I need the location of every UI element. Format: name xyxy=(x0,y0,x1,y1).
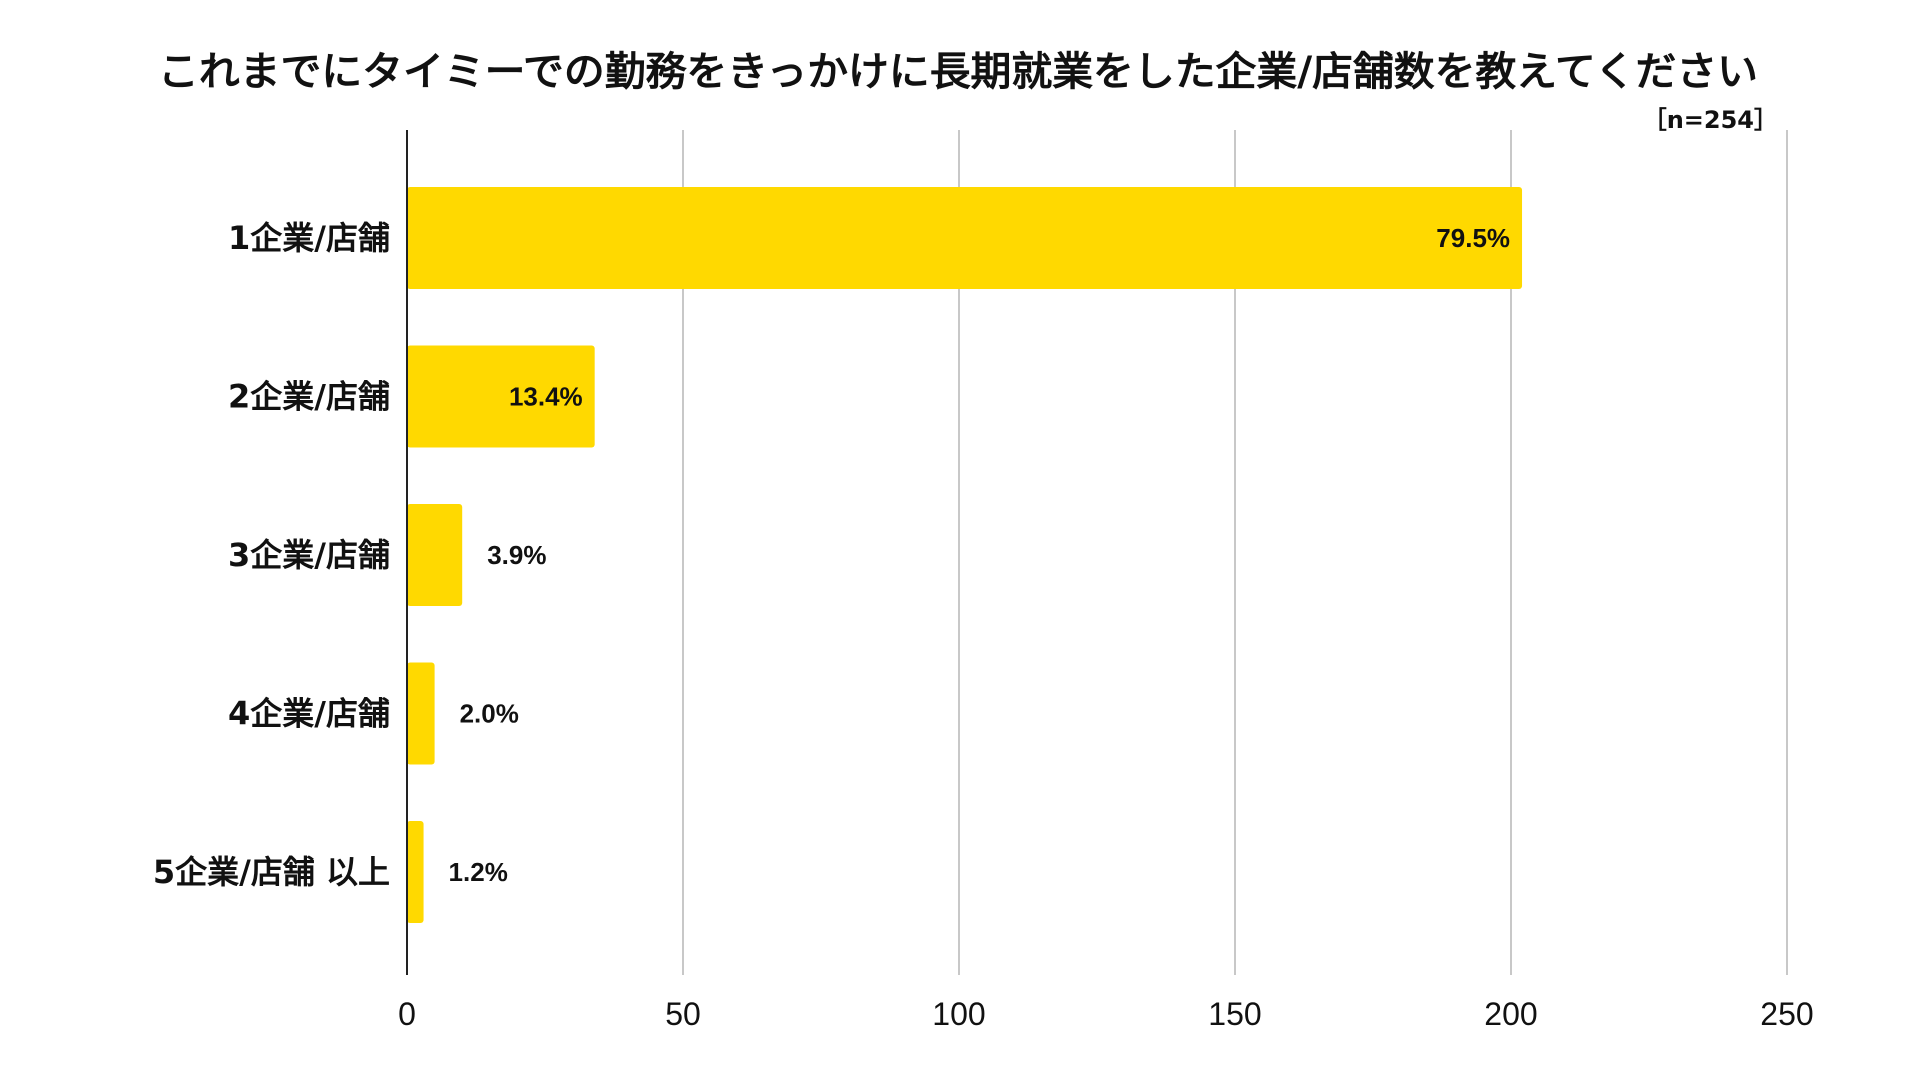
x-tick-label-100: 100 xyxy=(932,996,985,1032)
data-label-3: 3.9% xyxy=(487,540,546,570)
x-tick-label-50: 50 xyxy=(665,996,701,1032)
category-labels: 1企業/店舗 2企業/店舗 3企業/店舗 4企業/店舗 5企業/店舗 以上 xyxy=(153,219,390,891)
data-label-5: 1.2% xyxy=(449,857,508,887)
category-label-5: 5企業/店舗 以上 xyxy=(153,853,390,891)
category-label-1: 1企業/店舗 xyxy=(228,219,390,257)
data-labels: 79.5% 13.4% 3.9% 2.0% 1.2% xyxy=(449,223,1510,887)
chart-title: これまでにタイミーでの勤務をきっかけに長期就業をした企業/店舗数を教えてください xyxy=(158,49,1758,95)
data-label-4: 2.0% xyxy=(460,699,519,729)
x-tick-label-0: 0 xyxy=(398,996,416,1032)
bars xyxy=(407,187,1523,923)
x-tick-label-250: 250 xyxy=(1760,996,1813,1032)
category-label-2: 2企業/店舗 xyxy=(228,378,390,416)
data-label-1: 79.5% xyxy=(1436,223,1510,253)
x-tick-labels: 0 50 100 150 200 250 xyxy=(398,996,1814,1032)
data-label-2: 13.4% xyxy=(509,382,583,412)
x-tick-label-150: 150 xyxy=(1208,996,1261,1032)
bar-3 xyxy=(407,504,463,606)
bar-2 xyxy=(407,345,595,448)
bar-5 xyxy=(407,821,424,923)
x-tick-label-200: 200 xyxy=(1484,996,1537,1032)
category-label-4: 4企業/店舗 xyxy=(228,695,390,733)
sample-size-label: ［n=254］ xyxy=(1643,106,1778,134)
category-label-3: 3企業/店舗 xyxy=(228,536,390,574)
bar-4 xyxy=(407,662,435,765)
bar-1 xyxy=(407,187,1523,289)
